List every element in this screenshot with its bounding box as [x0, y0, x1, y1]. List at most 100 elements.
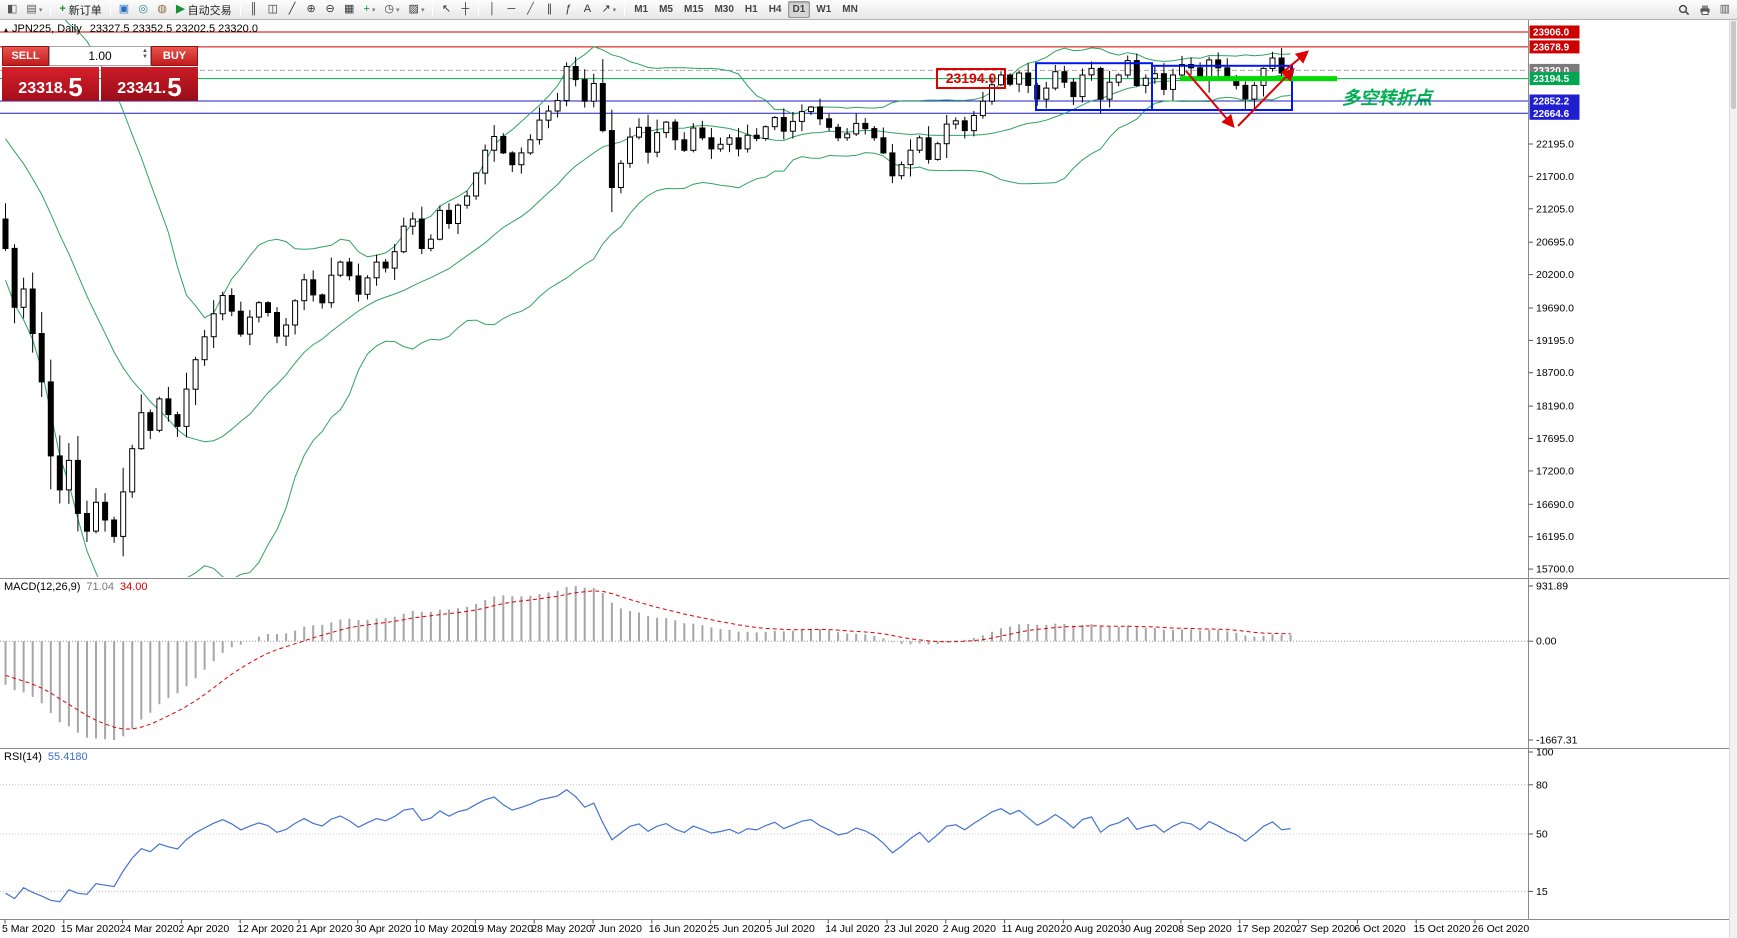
toolbar-separator — [478, 2, 480, 17]
price-tag-label: 22664.6 — [1533, 109, 1570, 120]
time-axis-label: 25 Jun 2020 — [708, 923, 766, 935]
metaeditor-icon[interactable]: ▣ — [115, 1, 133, 18]
line-chart-icon[interactable]: ╱ — [283, 1, 301, 18]
templates-icon[interactable]: ▨ ▾ — [405, 1, 429, 18]
toolbar-separator — [624, 2, 626, 17]
volume-spin-buttons[interactable]: ▲ ▼ — [142, 48, 148, 60]
volume-value: 1.00 — [88, 49, 112, 63]
trend-arrow — [1281, 50, 1309, 74]
chevron-down-icon: ▾ — [612, 6, 617, 14]
trend-arrow — [1237, 67, 1295, 127]
time-axis-label: 14 Jul 2020 — [825, 923, 879, 935]
timeframe-h4[interactable]: H4 — [764, 1, 787, 18]
time-axis-label: 8 Sep 2020 — [1178, 923, 1232, 935]
price-tick-label: 17200.0 — [1536, 465, 1574, 477]
bar-chart-icon[interactable]: ║ — [245, 1, 263, 18]
arrows-icon[interactable]: ↗ ▾ — [597, 1, 620, 18]
docs-icon[interactable]: ▥ — [1716, 1, 1734, 18]
autotrading-button[interactable]: ▶ 自动交易 — [172, 1, 235, 18]
cursor-icon[interactable]: ↖ — [437, 1, 455, 18]
symbol-info: ▴ JPN225, Daily 23327.5 23352.5 23202.5 23… — [4, 23, 258, 35]
timeframe-m15[interactable]: M15 — [679, 1, 708, 18]
new-order-button-glyph: + — [59, 3, 66, 15]
macd-axis-label: -1667.31 — [1536, 735, 1578, 747]
turning-point-label[interactable]: 多空转折点 — [1342, 88, 1432, 108]
toolbar-separator — [432, 2, 434, 17]
autotrading-button-glyph: ▶ — [176, 3, 185, 15]
toolbar: ◧ ▤ ▾ + 新订单 ▣ ◎ ◍ ▶ 自动交易 ║ ◫ ╱ ⊕ ⊖ ▦ + ▾ ◷ ▾ ▨ ▾ ↖ ┼ │ ─ ╱ ∥ ƒ A ↗ ▾ M1 M… — [0, 0, 1737, 20]
timeframe-d1[interactable]: D1 — [787, 1, 811, 18]
channel-icon[interactable]: ∥ — [540, 1, 558, 18]
scrollbar-thumb[interactable] — [1731, 21, 1736, 109]
new-order-button[interactable]: + 新订单 — [55, 1, 105, 18]
new-chart-icon-glyph: ◧ — [7, 3, 18, 15]
print-icon-glyph — [1700, 5, 1710, 15]
timeframe-mn[interactable]: MN — [837, 1, 863, 18]
time-axis-label: 17 Sep 2020 — [1237, 923, 1297, 935]
price-tick-label: 20200.0 — [1536, 269, 1574, 281]
buy-button[interactable]: BUY — [151, 46, 198, 66]
volume-up-icon[interactable]: ▲ — [142, 48, 148, 54]
timeframe-m5[interactable]: M5 — [654, 1, 678, 18]
vertical-line-icon[interactable]: │ — [483, 1, 501, 18]
chevron-down-icon: ▾ — [371, 6, 376, 14]
arrows-icon-glyph: ↗ — [601, 3, 611, 15]
price-tick-label: 20695.0 — [1536, 237, 1574, 249]
search-icon[interactable] — [1674, 1, 1694, 18]
horizontal-line-objects[interactable] — [0, 31, 1528, 114]
zoom-out-icon[interactable]: ⊖ — [321, 1, 339, 18]
volume-down-icon[interactable]: ▼ — [142, 54, 148, 60]
chevron-down-icon: ▾ — [396, 6, 400, 14]
rsi-line — [5, 788, 1291, 903]
price-annotation-box[interactable]: 23194.0 — [936, 68, 1006, 89]
fibonacci-icon-glyph: ƒ — [565, 3, 572, 15]
timeframe-w1[interactable]: W1 — [811, 1, 836, 18]
vertical-line-icon-glyph: │ — [489, 3, 496, 15]
sell-price[interactable]: 23318. 5 — [2, 67, 99, 101]
timeframe-h1[interactable]: H1 — [740, 1, 763, 18]
candlestick-chart-icon[interactable]: ◫ — [264, 1, 282, 18]
time-axis-label: 30 Apr 2020 — [355, 923, 412, 935]
macd-indicator-label: MACD(12,26,9) 71.04 34.00 — [4, 581, 147, 593]
fibonacci-icon[interactable]: ƒ — [559, 1, 577, 18]
buy-price[interactable]: 23341. 5 — [101, 67, 198, 101]
print-icon[interactable] — [1695, 1, 1715, 18]
periods-icon[interactable]: ◷ ▾ — [380, 1, 403, 18]
time-axis-label: 5 Mar 2020 — [2, 923, 55, 935]
macd-axis-label: 931.89 — [1536, 581, 1568, 593]
new-chart-icon[interactable]: ◧ — [3, 1, 21, 18]
time-axis-label: 27 Sep 2020 — [1296, 923, 1356, 935]
timeframe-m1[interactable]: M1 — [629, 1, 653, 18]
sell-button[interactable]: SELL — [2, 46, 49, 66]
history-icon[interactable]: ◍ — [153, 1, 171, 18]
indicators-icon[interactable]: + ▾ — [359, 1, 379, 18]
timeframe-m30[interactable]: M30 — [709, 1, 738, 18]
macd-panel — [0, 586, 1528, 740]
zoom-in-icon[interactable]: ⊕ — [302, 1, 320, 18]
time-axis-label: 30 Aug 2020 — [1119, 923, 1178, 935]
one-click-toggle[interactable]: ▴ — [4, 25, 9, 34]
price-tag — [1529, 25, 1580, 39]
price-axis[interactable]: 22195.0 21700.0 21205.0 20695.0 20200.0 19690… — [1528, 20, 1580, 920]
vertical-scrollbar[interactable] — [1729, 20, 1737, 938]
rsi-title: RSI(14) — [4, 751, 42, 763]
search-icon-glyph — [1678, 4, 1689, 15]
horizontal-line-icon[interactable]: ─ — [502, 1, 520, 18]
price-tick-label: 21700.0 — [1536, 171, 1574, 183]
alerts-icon[interactable]: ◎ — [134, 1, 152, 18]
tile-windows-icon[interactable]: ▦ — [340, 1, 358, 18]
time-axis-label: 15 Oct 2020 — [1413, 923, 1470, 935]
trendline-icon[interactable]: ╱ — [521, 1, 539, 18]
price-tag — [1529, 94, 1580, 108]
history-icon-glyph: ◍ — [157, 3, 167, 15]
crosshair-icon[interactable]: ┼ — [456, 1, 474, 18]
time-axis[interactable]: 5 Mar 2020 15 Mar 2020 24 Mar 2020 2 Apr 20… — [2, 919, 1529, 936]
toolbar-separator — [239, 2, 241, 17]
text-icon[interactable]: A — [578, 1, 596, 18]
volume-stepper[interactable]: 1.00 ▲ ▼ — [49, 46, 151, 66]
sell-price-frac: 5 — [68, 71, 83, 102]
profiles-icon[interactable]: ▤ ▾ — [22, 1, 46, 18]
drawing-objects[interactable] — [1035, 50, 1337, 128]
